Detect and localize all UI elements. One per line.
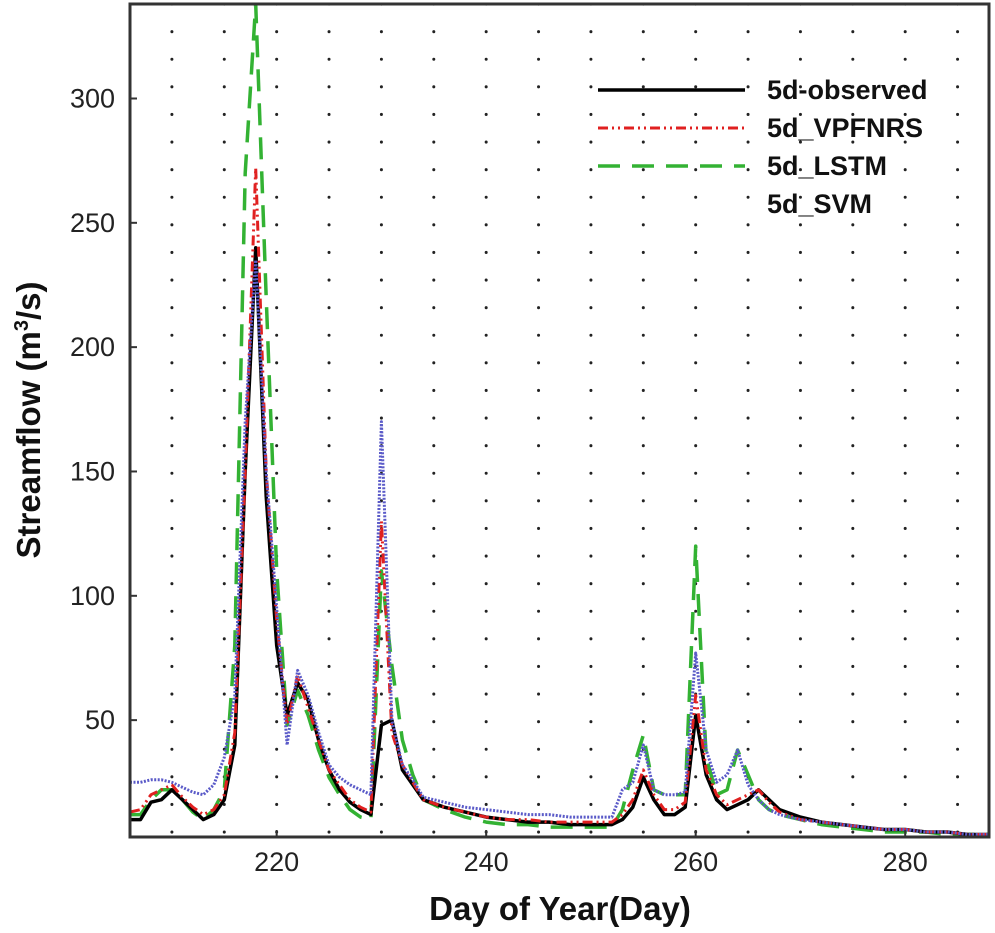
grid bbox=[170, 2, 960, 839]
x-tick-label: 280 bbox=[883, 847, 928, 877]
y-tick-label: 250 bbox=[70, 208, 115, 238]
series-line-lstm bbox=[130, 4, 989, 837]
x-tick-label: 240 bbox=[464, 847, 509, 877]
y-axis-title-unit: /s) bbox=[10, 281, 47, 320]
x-tick-label: 220 bbox=[254, 847, 299, 877]
y-tick-label: 50 bbox=[85, 705, 115, 735]
legend-label-lstm: 5d_LSTM bbox=[767, 151, 887, 181]
y-tick-label: 100 bbox=[70, 581, 115, 611]
y-tick-label: 300 bbox=[70, 83, 115, 113]
legend-label-observed: 5d-observed bbox=[767, 75, 928, 105]
series-layer bbox=[130, 4, 989, 837]
y-axis-title-main: Streamflow (m bbox=[10, 331, 47, 558]
x-tick-label: 260 bbox=[673, 847, 718, 877]
y-tick-label: 150 bbox=[70, 456, 115, 486]
ticks: 220 240 260 280 50 100 150 200 250 300 bbox=[70, 83, 928, 877]
plot-background bbox=[130, 4, 989, 837]
y-tick-label: 200 bbox=[70, 332, 115, 362]
series-line-svm bbox=[130, 258, 989, 836]
legend-label-vpfnrs: 5d_VPFNRS bbox=[767, 113, 923, 143]
x-axis-title: Day of Year(Day) bbox=[429, 890, 691, 927]
plot-frame bbox=[128, 2, 991, 839]
legend-label-svm: 5d_SVM bbox=[767, 189, 872, 219]
y-axis-title-superscript: 3 bbox=[11, 320, 33, 331]
legend: 5d-observed 5d_VPFNRS 5d_LSTM 5d_SVM bbox=[598, 75, 928, 219]
series-line-vpfnrs bbox=[130, 166, 989, 836]
y-axis-title: Streamflow (m3/s) bbox=[10, 281, 47, 558]
